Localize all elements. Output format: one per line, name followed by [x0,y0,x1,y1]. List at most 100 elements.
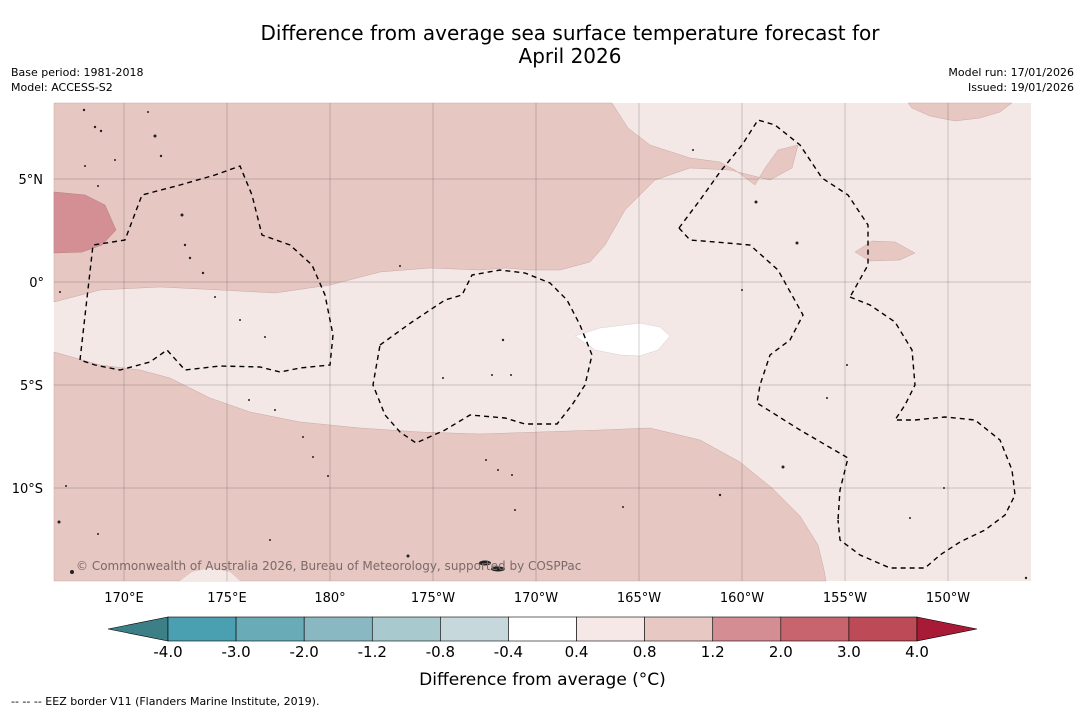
island [327,475,329,477]
island [248,399,250,401]
lon-label-165w: 165°W [617,591,661,606]
colorbar-cell [167,616,237,642]
island [846,364,848,366]
island [269,539,271,541]
colorbar-cell [371,616,441,642]
island [943,487,945,489]
island [180,213,184,217]
meta-right: Model run: 17/01/2026 Issued: 19/01/2026 [948,65,1074,95]
island [274,409,276,411]
colorbar-cell [848,616,918,642]
colorbar-tick-label: -1.2 [357,643,387,661]
island [479,560,491,566]
colorbar-tick-label: 0.4 [564,643,589,661]
island [239,319,241,321]
eez-kiribati-west [79,165,334,373]
colorbar-tick-label: 0.8 [632,643,657,661]
island [1024,576,1028,580]
island [159,154,163,158]
island [65,485,67,487]
lat-label-10s: 10°S [12,482,43,497]
island [264,336,266,338]
model-name: Model: ACCESS-S2 [11,81,113,94]
island [497,469,499,471]
colorbar-cell [780,616,850,642]
island [511,474,513,476]
island [97,533,99,535]
northeast-warm-patch [907,102,1013,122]
island [302,436,304,438]
island [114,159,116,161]
meta-left: Base period: 1981-2018 Model: ACCESS-S2 [11,65,143,95]
island [99,129,103,133]
island [201,271,205,275]
island [491,566,505,572]
island [97,185,99,187]
island [214,296,216,298]
island [692,149,694,151]
colorbar-cell [303,616,373,642]
colorbar-tick-label: -0.4 [493,643,524,661]
lon-label-175e: 175°E [207,591,247,606]
colorbar-tick-label: -0.8 [425,643,455,661]
eez-inner-line [678,227,849,521]
island [312,456,314,458]
colorbar-tick-label: 1.2 [700,643,725,661]
colorbar-title: Difference from average (°C) [419,670,666,690]
lon-label-180: 180° [314,591,345,606]
island [826,397,828,399]
eez-east [837,296,1016,569]
west-strong-patch [53,191,117,254]
lat-label-5n: 5°N [19,173,44,188]
colorbar-high-extend [916,616,978,642]
island [406,554,410,558]
colorbar-cell [576,616,645,642]
island [909,517,911,519]
east-small-patch [854,240,916,262]
lon-label-170w: 170°W [514,591,558,606]
south-light-patch [180,568,240,581]
colorbar-cell [712,616,782,642]
island [514,509,516,511]
lon-label-170e: 170°E [104,591,144,606]
eez-line-islands [678,119,869,298]
island [622,506,624,508]
island [82,108,86,112]
island [485,459,487,461]
island [399,265,401,267]
islands [57,108,1028,580]
colorbar-cell [508,616,577,642]
base-period: Base period: 1981-2018 [11,66,144,79]
island [718,493,722,497]
island [188,256,192,260]
colorbar-low-extend [107,616,169,642]
eez-borders [79,119,1016,569]
chart-title: Difference from average sea surface temp… [0,22,1085,68]
eez-central [372,269,593,444]
island [70,570,74,574]
lon-label-160w: 160°W [720,591,764,606]
colorbar-tick-label: -3.0 [221,643,251,661]
island [510,374,512,376]
eez-footer-note: -- -- -- EEZ border V11 (Flanders Marine… [11,695,320,708]
colorbar-tick-label: -2.0 [289,643,319,661]
title-line-2: April 2026 [518,44,622,68]
island [57,520,61,524]
lat-label-0: 0° [29,276,44,291]
colorbar-tick-label: 4.0 [905,643,929,661]
south-warm-region [53,351,827,582]
colorbar [107,616,978,642]
island [84,165,86,167]
issued-date: Issued: 19/01/2026 [967,81,1074,94]
colorbar-tick-label: 3.0 [836,643,861,661]
island [183,243,187,247]
lon-label-175w: 175°W [411,591,455,606]
island [153,134,157,138]
island [781,465,785,469]
island [442,377,444,379]
north-warm-region [53,102,799,303]
island [93,125,97,129]
colorbar-tick-label: -4.0 [153,643,183,661]
lat-label-5s: 5°S [20,379,43,394]
